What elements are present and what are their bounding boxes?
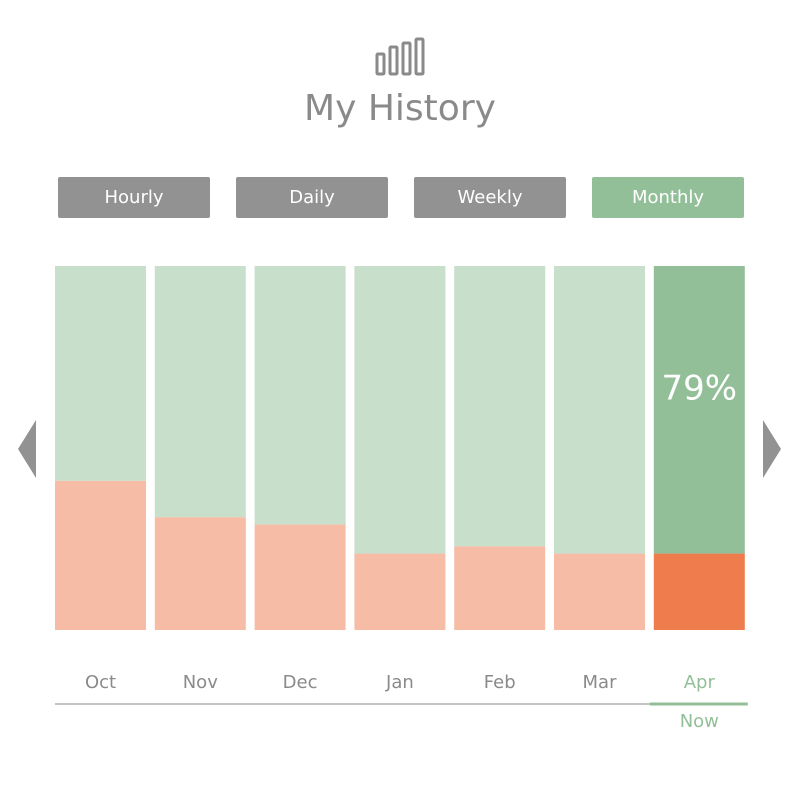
bar-segment <box>55 266 146 481</box>
tab-button[interactable] <box>592 177 744 218</box>
x-tick-label: Dec <box>283 672 318 693</box>
page-title: My History <box>304 88 496 129</box>
bar-segment <box>154 266 246 518</box>
bar-segment <box>354 266 446 554</box>
tab-label[interactable]: Weekly <box>458 187 523 208</box>
bar-segment <box>55 480 146 630</box>
next-arrow[interactable] <box>763 420 781 478</box>
tab-button[interactable] <box>236 177 388 218</box>
x-tick-label: Oct <box>85 672 116 693</box>
tab-button[interactable] <box>58 177 210 218</box>
bar-segment <box>154 517 246 630</box>
history-icon <box>375 37 425 76</box>
x-tick-label: Nov <box>183 672 218 693</box>
bar-segment <box>254 524 346 630</box>
tab-label[interactable]: Daily <box>289 187 335 208</box>
now-label: Now <box>680 711 719 732</box>
x-tick-label: Jan <box>385 672 414 693</box>
tab-label[interactable]: Monthly <box>632 187 704 208</box>
bar-segment <box>653 266 745 554</box>
x-tick-label: Apr <box>684 672 716 693</box>
tab-label[interactable]: Hourly <box>104 187 163 208</box>
prev-arrow[interactable] <box>18 420 36 478</box>
bar-segment <box>554 553 645 630</box>
bar-segment <box>554 266 645 554</box>
x-tick-label: Feb <box>484 672 516 693</box>
bar-segment <box>254 266 346 525</box>
bar-segment <box>354 553 446 630</box>
x-tick-label: Mar <box>583 672 618 693</box>
tab-button[interactable] <box>414 177 566 218</box>
bar-segment <box>454 266 546 547</box>
data-label: 79% <box>662 368 738 408</box>
bar-segment <box>653 553 745 630</box>
bar-segment <box>454 546 546 630</box>
